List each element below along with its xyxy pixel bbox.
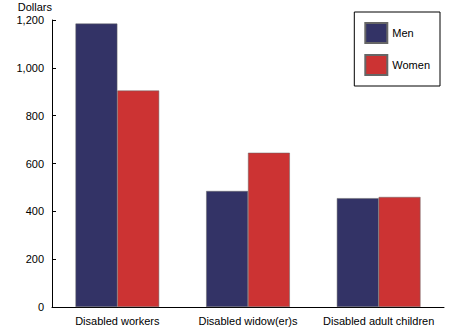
- svg-text:600: 600: [26, 158, 44, 170]
- svg-text:400: 400: [26, 205, 44, 217]
- svg-text:Women: Women: [392, 59, 430, 71]
- svg-text:Disabled widow(er)s: Disabled widow(er)s: [198, 315, 298, 327]
- svg-text:1,000: 1,000: [16, 62, 44, 74]
- svg-text:Disabled adult children: Disabled adult children: [323, 315, 434, 327]
- svg-text:1,200: 1,200: [16, 14, 44, 26]
- svg-text:0: 0: [38, 301, 44, 313]
- svg-text:Disabled workers: Disabled workers: [75, 315, 160, 327]
- svg-text:Men: Men: [392, 27, 413, 39]
- svg-text:800: 800: [26, 110, 44, 122]
- svg-text:Dollars: Dollars: [18, 1, 53, 13]
- svg-text:200: 200: [26, 253, 44, 265]
